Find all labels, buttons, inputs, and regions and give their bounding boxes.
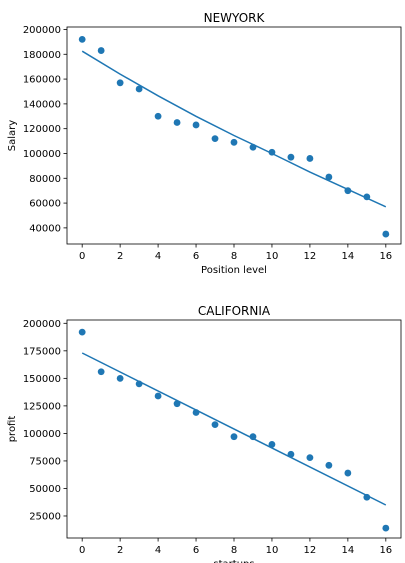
data-point bbox=[382, 230, 390, 238]
chart-title: NEWYORK bbox=[204, 11, 266, 25]
y-axis-label: profit bbox=[7, 416, 18, 443]
x-tick-label: 10 bbox=[266, 251, 279, 262]
y-tick-label: 25000 bbox=[29, 511, 61, 522]
y-tick-label: 60000 bbox=[29, 199, 61, 210]
data-point bbox=[306, 454, 314, 462]
x-tick-label: 14 bbox=[341, 251, 354, 262]
y-axis-label: Salary bbox=[7, 120, 18, 151]
data-point bbox=[325, 173, 333, 181]
data-point bbox=[306, 155, 314, 162]
data-point bbox=[97, 47, 105, 54]
data-point bbox=[154, 392, 162, 400]
x-tick-label: 12 bbox=[304, 251, 317, 262]
chart-title: CALIFORNIA bbox=[198, 304, 271, 318]
x-tick-label: 12 bbox=[304, 545, 317, 556]
chart-california: CALIFORNIA 0 2 4 6 8 10 12 14 16 25000 50000 75000 10… bbox=[7, 304, 402, 563]
x-tick-label: 10 bbox=[266, 545, 279, 556]
data-point bbox=[268, 441, 276, 448]
x-tick-label: 6 bbox=[193, 545, 199, 556]
fit-line bbox=[81, 352, 387, 506]
y-tick-label: 75000 bbox=[29, 456, 61, 467]
x-axis-label: Position level bbox=[201, 265, 267, 276]
data-point bbox=[78, 36, 86, 43]
y-tick-label: 160000 bbox=[23, 75, 61, 86]
data-point bbox=[97, 368, 105, 376]
data-point bbox=[230, 433, 238, 441]
x-axis-label: startups bbox=[213, 559, 254, 563]
data-point bbox=[116, 374, 124, 382]
y-tick-label: 80000 bbox=[29, 174, 61, 185]
data-point bbox=[192, 121, 200, 129]
x-tick-label: 4 bbox=[155, 251, 161, 262]
x-tick-label: 2 bbox=[117, 251, 123, 262]
data-point bbox=[230, 138, 238, 146]
data-point bbox=[325, 461, 333, 469]
x-tick-label: 0 bbox=[79, 251, 85, 262]
y-tick-label: 175000 bbox=[23, 346, 61, 357]
x-tick-label: 6 bbox=[193, 251, 199, 262]
y-tick-label: 140000 bbox=[23, 99, 61, 110]
y-tick-label: 180000 bbox=[23, 50, 61, 61]
x-tick-label: 0 bbox=[79, 545, 85, 556]
y-tick-label: 200000 bbox=[23, 25, 61, 36]
data-point bbox=[344, 469, 352, 477]
y-tick-label: 50000 bbox=[29, 484, 61, 495]
data-point bbox=[287, 153, 295, 161]
y-tick-label: 100000 bbox=[23, 429, 61, 440]
x-tick-label: 16 bbox=[379, 545, 392, 556]
fit-line bbox=[81, 50, 387, 208]
data-point bbox=[135, 85, 143, 93]
data-point bbox=[116, 79, 124, 87]
data-point bbox=[154, 112, 162, 120]
y-tick-label: 40000 bbox=[29, 223, 61, 234]
data-point bbox=[382, 524, 390, 532]
data-point bbox=[211, 135, 219, 143]
data-point bbox=[173, 119, 181, 126]
y-tick-label: 120000 bbox=[23, 124, 61, 135]
x-tick-label: 8 bbox=[231, 545, 237, 556]
y-tick-label: 150000 bbox=[23, 374, 61, 385]
y-tick-label: 200000 bbox=[23, 319, 61, 330]
x-tick-label: 8 bbox=[231, 251, 237, 262]
x-tick-label: 2 bbox=[117, 545, 123, 556]
data-point bbox=[211, 421, 219, 428]
y-tick-label: 125000 bbox=[23, 401, 61, 412]
x-tick-label: 16 bbox=[379, 251, 392, 262]
x-tick-label: 4 bbox=[155, 545, 161, 556]
y-tick-label: 100000 bbox=[23, 149, 61, 160]
x-tick-label: 14 bbox=[341, 545, 354, 556]
chart-newyork: NEWYORK 0 2 4 6 8 10 12 14 16 40000 60000 80000 10000… bbox=[7, 11, 402, 276]
data-point bbox=[78, 328, 86, 336]
